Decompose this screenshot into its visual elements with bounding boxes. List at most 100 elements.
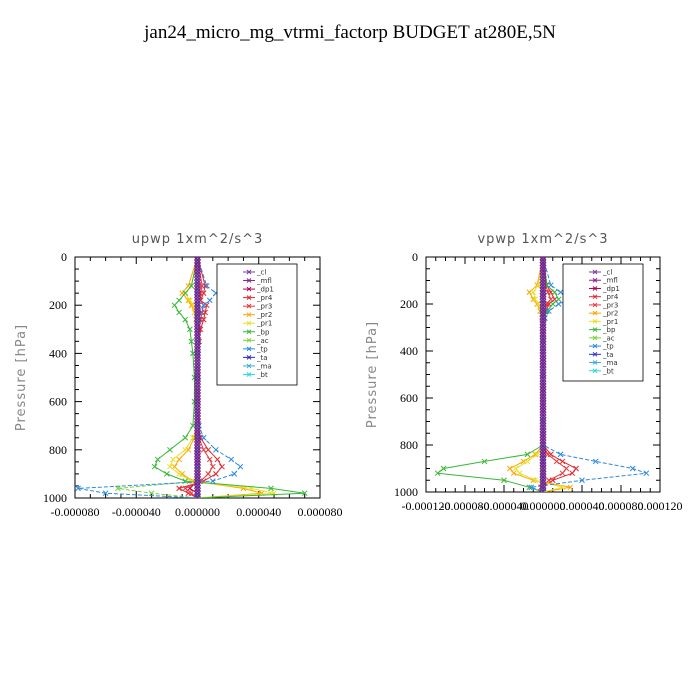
- data-point: [167, 463, 173, 470]
- legend-label: _pr4: [602, 293, 619, 301]
- zero-line-marker: [194, 444, 201, 452]
- zero-line-marker: [539, 281, 547, 289]
- zero-line-marker: [194, 493, 201, 498]
- zero-line-marker: [539, 386, 547, 393]
- zero-line-marker: [539, 467, 547, 475]
- figure-title: jan24_micro_mg_vtrmi_factorp BUDGET at28…: [144, 22, 556, 43]
- data-point: [555, 296, 562, 303]
- legend-marker: [246, 269, 252, 275]
- data-point: [182, 485, 189, 492]
- zero-line-marker: [539, 293, 547, 300]
- zero-line-marker: [194, 294, 201, 301]
- data-point: [194, 463, 201, 470]
- chart-panel-2: vpwp 1xm^2/s^3 Pressure [hPa] 0 200 400 600 80…: [365, 232, 683, 513]
- zero-line-marker: [539, 276, 547, 283]
- zero-line-marker: [539, 403, 547, 410]
- zero-line-marker: [539, 442, 547, 450]
- x-tick-label: 0.000000: [521, 499, 566, 513]
- x-tick-label: -0.000080: [51, 505, 100, 519]
- legend-marker: [246, 320, 252, 326]
- x-tick-label: 0.000080: [298, 505, 343, 519]
- x-tick-label: 0.000080: [599, 499, 644, 513]
- zero-line-marker: [539, 270, 547, 278]
- data-point: [205, 471, 212, 477]
- data-point: [185, 297, 192, 304]
- zero-line-marker: [194, 369, 201, 377]
- zero-line-marker: [539, 363, 547, 371]
- y-tick-label: 800: [400, 438, 418, 452]
- zero-line-marker: [194, 418, 201, 426]
- legend-box: [562, 263, 644, 382]
- data-point: [205, 446, 212, 453]
- legend-label: _ac: [256, 337, 269, 345]
- y-tick-label: 600: [49, 395, 67, 409]
- zero-line-marker: [194, 311, 201, 319]
- zero-line-marker: [539, 264, 547, 272]
- zero-line-marker: [194, 265, 201, 272]
- data-point: [547, 282, 554, 289]
- x-tick-label: -0.000080: [441, 499, 490, 513]
- zero-line-marker: [194, 476, 201, 484]
- zero-line-marker: [194, 331, 201, 339]
- data-point: [547, 296, 554, 303]
- y-tick-label: 200: [49, 298, 67, 312]
- data-point: [573, 465, 580, 472]
- data-point: [182, 446, 189, 453]
- zero-line-marker: [539, 352, 547, 360]
- data-point: [151, 463, 158, 470]
- legend-label: _bp: [256, 328, 270, 336]
- zero-line-marker: [194, 401, 201, 408]
- zero-line-marker: [194, 389, 201, 397]
- zero-line-marker: [539, 450, 547, 458]
- zero-line-marker: [539, 414, 547, 422]
- y-axis-label: Pressure [hPa]: [14, 324, 29, 431]
- data-point: [579, 477, 585, 484]
- zero-line-marker: [194, 308, 201, 316]
- zero-line-marker: [194, 461, 201, 469]
- legend-label: _pr2: [602, 310, 618, 318]
- zero-line-marker: [539, 380, 547, 388]
- zero-line-marker: [194, 473, 201, 481]
- x-tick-label: -0.000120: [402, 499, 451, 513]
- data-point: [214, 456, 221, 463]
- zero-line-marker: [194, 447, 201, 455]
- zero-line-marker: [539, 400, 547, 408]
- data-point: [228, 456, 235, 463]
- zero-line-marker: [194, 279, 201, 287]
- data-point: [75, 485, 81, 492]
- data-point: [176, 471, 182, 477]
- data-point: [512, 465, 519, 472]
- zero-line-marker: [194, 380, 201, 388]
- legend-marker: [592, 327, 598, 332]
- legend-marker: [592, 368, 598, 374]
- zero-line-marker: [194, 386, 201, 394]
- zero-line-marker: [194, 346, 201, 353]
- data-point: [481, 458, 488, 465]
- zero-line-marker: [194, 403, 201, 411]
- zero-line-marker: [194, 453, 201, 460]
- data-point: [516, 470, 523, 477]
- data-point: [176, 309, 182, 316]
- zero-line-marker: [539, 290, 547, 298]
- legend-label: _ac: [602, 334, 615, 342]
- legend-label: _pr4: [256, 294, 273, 302]
- zero-line-marker: [539, 349, 547, 357]
- series-group: [75, 257, 308, 498]
- zero-line-marker: [539, 419, 547, 427]
- legend-marker: [592, 335, 598, 341]
- data-point: [171, 463, 178, 470]
- data-point: [194, 478, 201, 484]
- data-point: [569, 470, 576, 477]
- zero-line-marker: [194, 268, 201, 275]
- data-point: [532, 296, 539, 303]
- zero-line-marker: [194, 450, 201, 458]
- zero-line-marker: [539, 462, 547, 470]
- data-point: [510, 470, 517, 477]
- data-point: [268, 485, 274, 492]
- y-tick-label: 400: [49, 346, 67, 360]
- data-point: [209, 463, 216, 470]
- zero-line-marker: [539, 326, 547, 334]
- zero-line-marker: [194, 409, 201, 417]
- data-point: [545, 451, 551, 458]
- zero-line-marker: [539, 473, 547, 481]
